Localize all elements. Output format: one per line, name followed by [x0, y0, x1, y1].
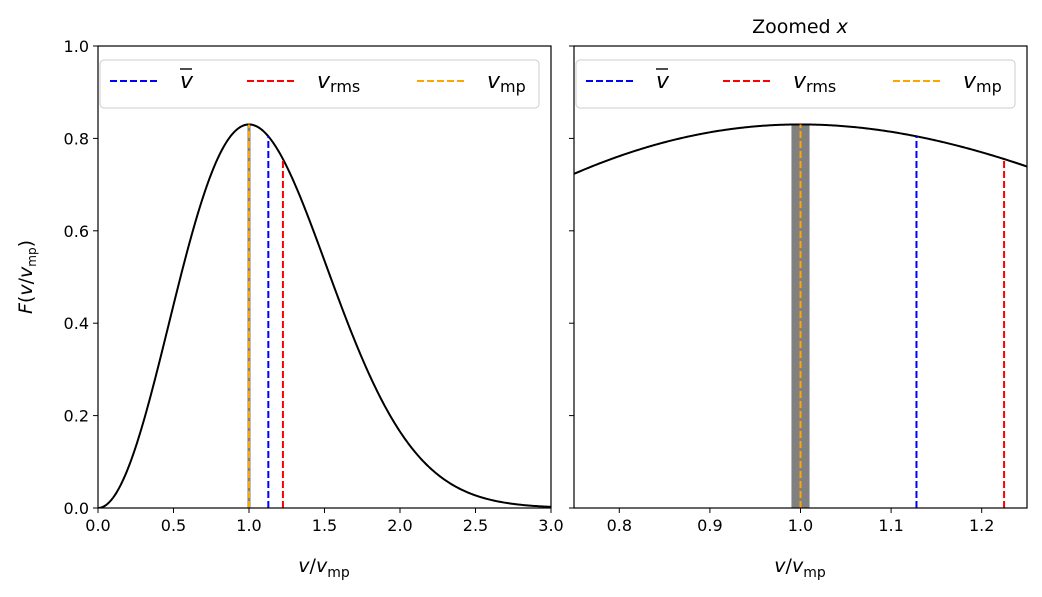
legend-entry-label: vrms [317, 69, 360, 96]
x-tick-label: 0.9 [697, 516, 722, 535]
x-tick-label: 0.5 [161, 516, 186, 535]
y-tick-label: 0.6 [64, 222, 89, 241]
x-tick-label: 1.5 [312, 516, 337, 535]
legend-entry-label: v [656, 69, 670, 94]
x-tick-label: 1.0 [788, 516, 813, 535]
x-tick-label: 2.5 [463, 516, 488, 535]
plot-area [98, 123, 551, 508]
legend-box [99, 59, 540, 109]
y-tick-label: 0.2 [64, 407, 89, 426]
left-panel: 0.0 0.5 1.0 1.5 2.0 2.5 3.0 0.0 0.2 0.4 0.6 0.8 1.0 v… [64, 37, 564, 535]
y-tick-label: 1.0 [64, 37, 89, 56]
distribution-curve [574, 123, 1027, 175]
x-axis-label-left: v/vmp [298, 555, 350, 581]
axes-frame [97, 45, 552, 509]
legend: v vrms vmp [99, 59, 540, 109]
right-panel: 0.8 0.9 1.0 1.1 1.2 v vrms vmp [569, 45, 1028, 535]
x-tick-label: 0.8 [607, 516, 632, 535]
x-tick-label: 1.2 [969, 516, 994, 535]
x-tick-label: 3.0 [538, 516, 563, 535]
x-axis-label-right: v/vmp [774, 555, 826, 581]
x-tick-label: 1.1 [878, 516, 903, 535]
x-tick-label: 1.0 [236, 516, 261, 535]
distribution-curve [98, 123, 551, 508]
legend-entry-label: vmp [487, 69, 526, 96]
chart-title-right: Zoomed x [752, 16, 849, 38]
y-tick-label: 0.8 [64, 129, 89, 148]
x-tick-label: 0.0 [85, 516, 110, 535]
plot-area [574, 123, 1027, 508]
legend-box [575, 59, 1016, 109]
x-tick-label: 2.0 [387, 516, 412, 535]
legend-entry-label: v [180, 69, 194, 94]
legend-entry-label: vmp [963, 69, 1002, 96]
legend-entry-label: vrms [793, 69, 836, 96]
y-tick-label: 0.4 [64, 314, 89, 333]
y-tick-label: 0.0 [64, 499, 89, 518]
legend: v vrms vmp [575, 59, 1016, 109]
y-axis-label: F(v/vmp) [15, 240, 39, 314]
